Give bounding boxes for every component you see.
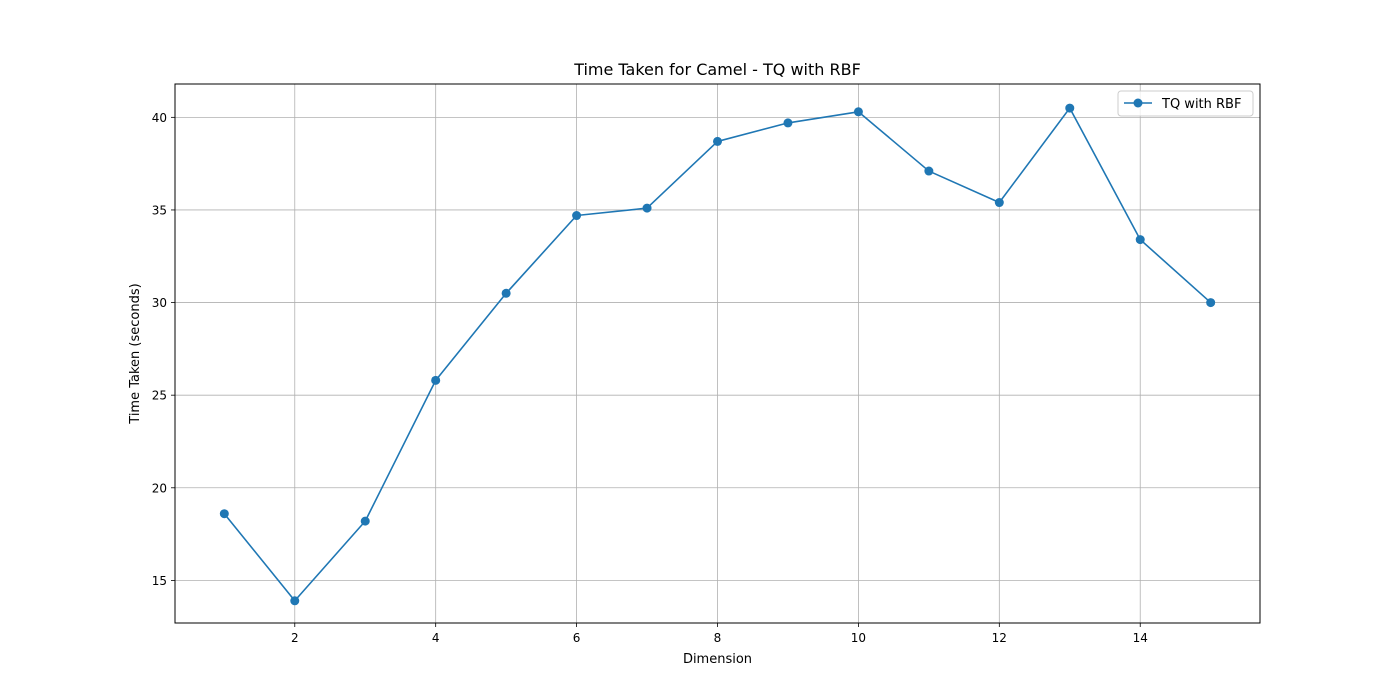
data-point (924, 166, 934, 176)
axis-ticks: 2 4 6 8 10 12 14 15 20 25 30 35 40 (152, 111, 1148, 645)
data-point (853, 107, 863, 117)
y-tick-label: 40 (152, 111, 167, 125)
data-point (783, 118, 793, 128)
x-tick-label: 14 (1133, 631, 1148, 645)
y-tick-label: 30 (152, 296, 167, 310)
legend-marker-swatch (1133, 98, 1143, 108)
data-point (290, 596, 300, 606)
grid-lines (175, 84, 1260, 623)
legend: TQ with RBF (1117, 90, 1254, 117)
data-point (1135, 235, 1145, 245)
data-point (1206, 298, 1216, 308)
chart-title: Time Taken for Camel - TQ with RBF (573, 60, 861, 79)
y-axis-label: Time Taken (seconds) (128, 283, 143, 424)
data-point (713, 136, 722, 146)
legend-label: TQ with RBF (1161, 97, 1241, 112)
data-point (994, 198, 1004, 208)
data-point (219, 509, 229, 519)
x-tick-label: 10 (851, 631, 866, 645)
x-tick-label: 8 (714, 631, 722, 645)
x-axis-label: Dimension (683, 652, 752, 667)
x-tick-label: 4 (432, 631, 440, 645)
y-tick-label: 35 (152, 203, 167, 217)
y-tick-label: 20 (152, 481, 167, 495)
x-tick-label: 2 (291, 631, 299, 645)
y-tick-label: 25 (152, 389, 167, 403)
series-layer (219, 103, 1216, 606)
data-point (642, 203, 652, 213)
data-point (572, 211, 582, 221)
x-tick-label: 12 (992, 631, 1007, 645)
legend-box (1117, 90, 1254, 117)
x-tick-label: 6 (573, 631, 581, 645)
data-point (360, 516, 370, 526)
data-point (1065, 103, 1075, 113)
data-point (431, 375, 441, 385)
data-point (501, 288, 511, 298)
y-tick-label: 15 (152, 574, 167, 588)
